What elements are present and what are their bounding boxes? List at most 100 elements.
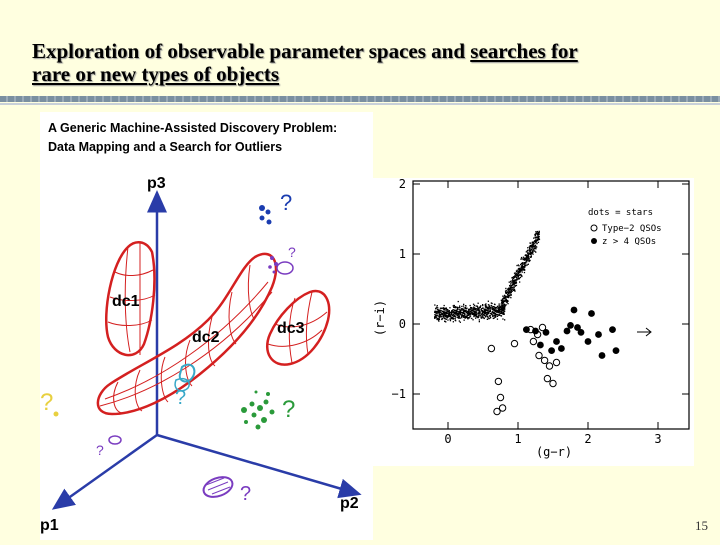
- star-dot: [534, 245, 536, 247]
- star-dot: [444, 311, 446, 313]
- star-dot: [468, 313, 470, 315]
- star-dot: [515, 272, 517, 274]
- plot-y-axis-label: (r−i): [373, 300, 387, 336]
- star-dot: [517, 264, 519, 266]
- star-dot: [450, 312, 453, 315]
- star-dot: [453, 304, 455, 307]
- star-dot: [458, 316, 461, 318]
- star-dot: [505, 298, 507, 300]
- star-dot: [478, 311, 480, 313]
- star-dot: [451, 311, 453, 313]
- star-dot: [529, 242, 531, 244]
- star-dot: [460, 309, 462, 311]
- star-dot: [520, 267, 523, 269]
- star-dot: [532, 248, 535, 250]
- outlier-green-dots: [241, 390, 275, 430]
- star-dot: [513, 281, 515, 283]
- star-dot: [503, 310, 505, 312]
- x-tick-label: 2: [584, 432, 591, 446]
- axis-p3-label: p3: [147, 175, 166, 192]
- star-dot: [478, 307, 481, 309]
- star-dot: [505, 289, 507, 292]
- star-dot: [527, 253, 529, 255]
- star-dot: [454, 319, 456, 322]
- star-dot: [516, 269, 518, 271]
- star-dot: [434, 316, 436, 318]
- star-dot: [445, 312, 447, 314]
- star-dot: [464, 305, 467, 307]
- star-dot: [504, 299, 506, 301]
- star-dot: [477, 312, 479, 314]
- star-dot: [513, 272, 516, 274]
- star-dot: [494, 313, 496, 315]
- star-dot: [510, 286, 512, 288]
- star-dot: [520, 258, 522, 260]
- star-dot: [534, 247, 536, 250]
- star-dot: [448, 312, 450, 314]
- star-dot: [519, 270, 521, 273]
- star-dot: [536, 242, 538, 244]
- star-dot: [474, 315, 476, 317]
- star-dot: [513, 289, 515, 291]
- star-dot: [508, 288, 510, 290]
- star-dot: [457, 317, 459, 319]
- star-dot: [488, 310, 490, 312]
- star-dot: [493, 306, 495, 308]
- star-dot: [510, 282, 512, 284]
- star-dot: [524, 264, 526, 267]
- star-dot: [462, 314, 465, 317]
- star-dot: [493, 317, 495, 319]
- star-dot: [514, 289, 516, 291]
- star-dot: [443, 308, 445, 311]
- star-dot: [437, 318, 439, 320]
- star-dot: [478, 321, 480, 323]
- star-dot: [482, 304, 484, 307]
- star-dot: [503, 306, 505, 308]
- star-dot: [444, 311, 446, 314]
- highz-qso-point: [595, 331, 602, 338]
- star-dot: [454, 309, 457, 311]
- star-dot: [510, 287, 512, 289]
- star-dot: [521, 275, 523, 278]
- star-dot: [488, 304, 490, 306]
- star-dot: [538, 230, 540, 232]
- star-dot: [436, 306, 438, 308]
- star-dot: [465, 308, 467, 310]
- star-dot: [515, 284, 518, 287]
- star-dot: [514, 279, 517, 281]
- type2-qso-point: [529, 337, 538, 346]
- plot-y-tick-labels: 2 1 0 −1: [392, 177, 406, 401]
- star-dot: [529, 247, 531, 249]
- star-dot: [475, 317, 477, 319]
- star-dot: [508, 287, 510, 289]
- star-dot: [516, 278, 518, 280]
- star-dot: [533, 242, 535, 245]
- star-dot: [505, 287, 507, 290]
- star-dot: [504, 298, 506, 300]
- star-dot: [526, 261, 528, 263]
- star-dot: [491, 312, 493, 314]
- star-dot: [457, 307, 459, 309]
- title-link-searches[interactable]: searches for: [470, 39, 578, 63]
- highz-qso-point: [558, 345, 565, 352]
- star-dot: [444, 320, 446, 322]
- star-dot: [534, 250, 536, 252]
- star-dot: [471, 312, 473, 314]
- star-dot: [523, 269, 525, 271]
- star-dot: [459, 310, 462, 312]
- highz-qso-point: [567, 322, 574, 329]
- star-dot: [534, 237, 537, 239]
- star-dot: [505, 292, 507, 294]
- star-dot: [510, 280, 512, 283]
- star-dot: [500, 310, 503, 313]
- star-dot: [507, 288, 509, 290]
- star-dot: [462, 305, 465, 307]
- star-dot: [524, 259, 526, 261]
- star-dot: [492, 311, 495, 314]
- title-link-rare-objects[interactable]: rare or new types of objects: [32, 62, 280, 86]
- star-dot: [507, 290, 509, 292]
- star-dot: [502, 309, 504, 311]
- star-dot: [519, 268, 521, 271]
- star-dot: [481, 310, 483, 312]
- star-dot: [452, 310, 454, 312]
